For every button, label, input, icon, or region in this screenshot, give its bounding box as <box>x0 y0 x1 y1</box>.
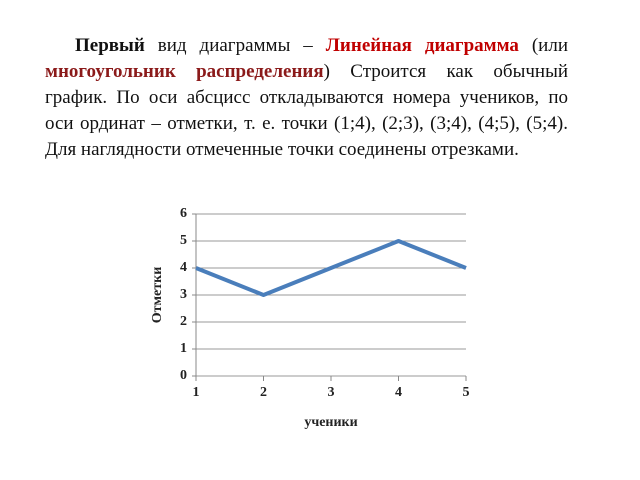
x-tick-label: 2 <box>260 385 267 400</box>
line-series <box>195 239 467 297</box>
x-tick-label: 1 <box>193 385 200 400</box>
x-tick-label: 4 <box>395 385 402 400</box>
y-tick-label: 3 <box>180 287 187 302</box>
y-axis-label: Отметки <box>150 267 165 324</box>
text-run: Первый <box>75 35 145 56</box>
text-run: Линейная диаграмма <box>325 35 519 56</box>
text-run: ) Строится как обычный график. По оси аб… <box>45 61 569 160</box>
x-tick-label: 3 <box>328 385 335 400</box>
text-run: (или <box>518 35 568 56</box>
text-run: многоугольник распределения <box>45 61 324 82</box>
paragraph: Первый вид диаграммы – Линейная диаграмм… <box>45 33 568 163</box>
y-tick-label: 4 <box>180 260 187 275</box>
text-run: вид диаграммы – <box>144 35 326 56</box>
y-tick-label: 0 <box>180 368 187 383</box>
x-axis-label: ученики <box>304 415 357 430</box>
x-tick-label: 5 <box>463 385 470 400</box>
y-tick-label: 5 <box>180 233 187 248</box>
y-tick-label: 1 <box>180 341 187 356</box>
y-tick-label: 6 <box>180 206 187 221</box>
y-tick-label: 2 <box>180 314 187 329</box>
